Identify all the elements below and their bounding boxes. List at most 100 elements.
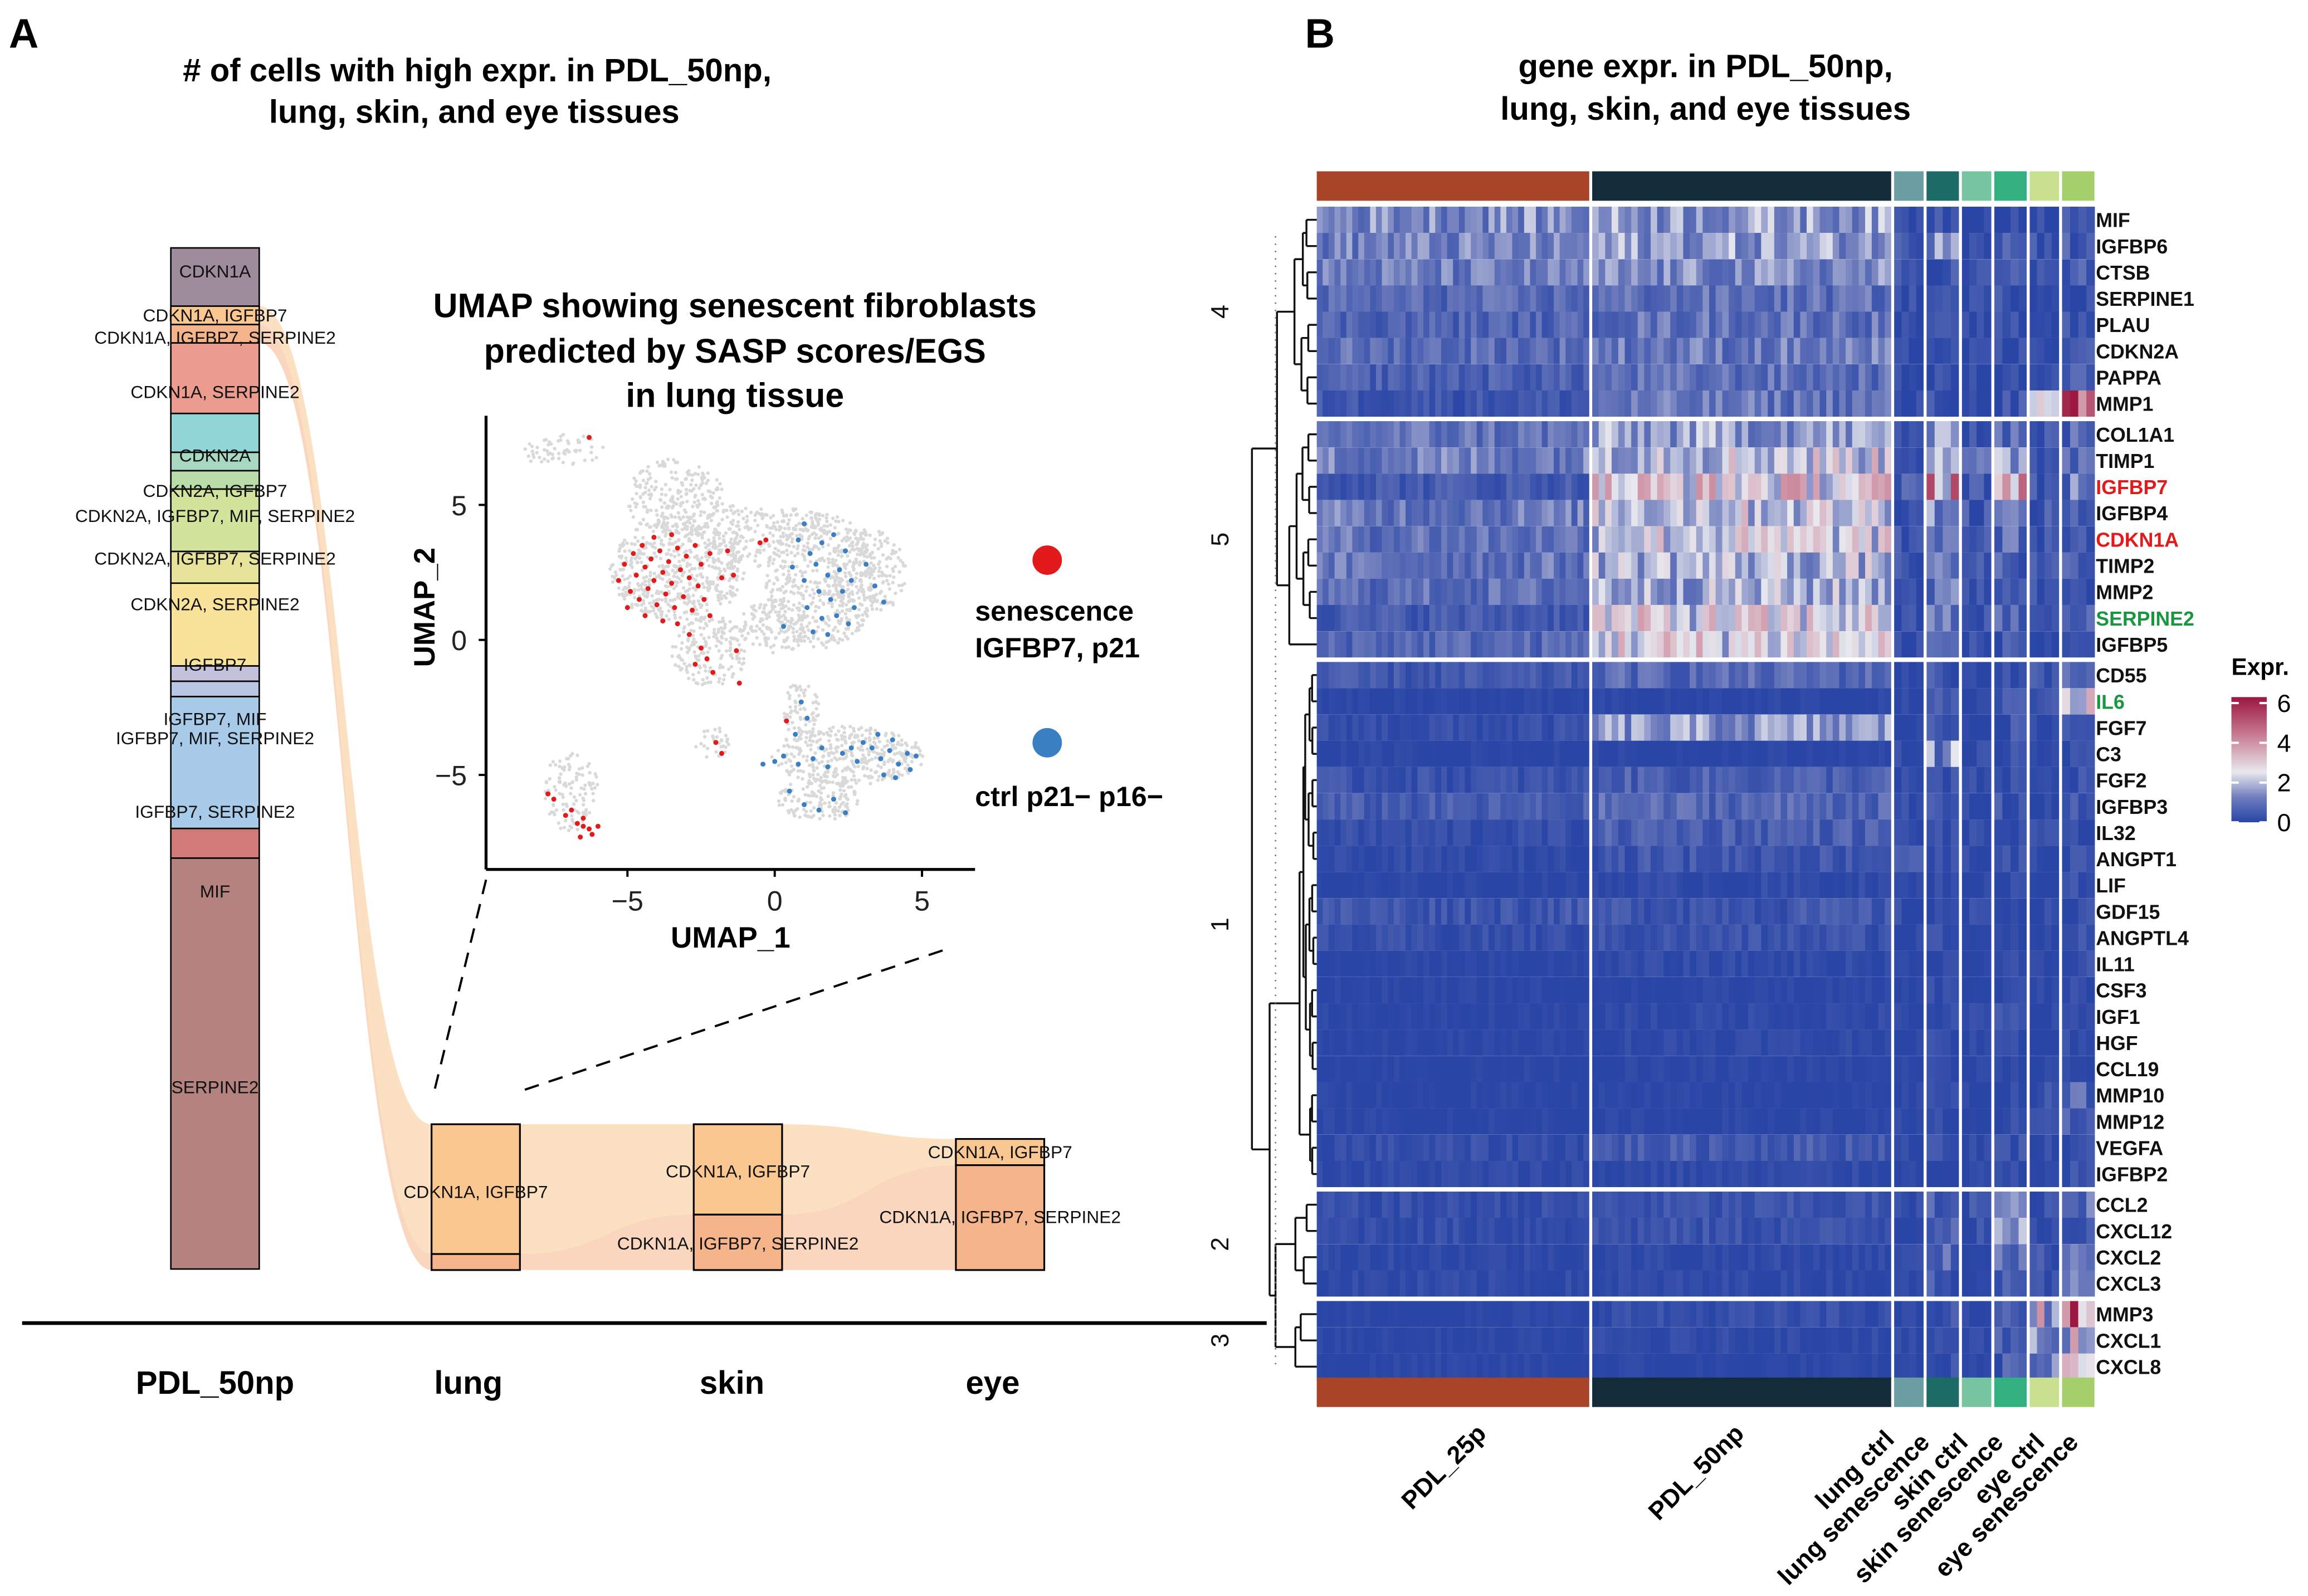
background-cell	[851, 599, 855, 603]
heatmap-cell-mif	[1832, 206, 1840, 233]
heatmap-cell-serpine1	[1624, 285, 1632, 312]
heatmap-cell-cdkn1a	[1530, 526, 1536, 553]
heatmap-cell-igfbp6	[1465, 233, 1471, 260]
background-cell	[601, 445, 605, 450]
heatmap-cell-col1a1	[1447, 421, 1454, 448]
background-cell	[707, 564, 711, 568]
senescent-point	[719, 750, 725, 756]
background-cell	[835, 608, 840, 613]
heatmap-cell-mmp2	[1411, 578, 1418, 605]
background-cell	[855, 616, 859, 619]
background-cell	[795, 629, 799, 633]
umap-x-tick-label: −5	[612, 886, 643, 917]
heatmap-cell-col1a1	[1352, 421, 1359, 448]
background-cell	[572, 795, 577, 799]
background-cell	[675, 525, 679, 529]
heatmap-cell-mmp1	[1961, 390, 1970, 417]
heatmap-cell-plau	[1435, 311, 1442, 338]
heatmap-cell-cdkn2a	[1800, 338, 1807, 364]
background-cell	[811, 739, 815, 743]
heatmap-cell-mmp2	[1657, 578, 1665, 605]
heatmap-cell-plau	[1554, 311, 1560, 338]
background-cell	[773, 546, 777, 550]
background-cell	[720, 636, 724, 640]
heatmap-cell-igfbp6	[1536, 233, 1543, 260]
background-cell	[901, 564, 906, 568]
background-cell	[782, 550, 785, 554]
ctrl-point	[798, 699, 804, 705]
heatmap-cell-pappa	[1536, 364, 1543, 391]
heatmap-cell-igfbp4	[1559, 500, 1567, 526]
heatmap-cell-timp1	[1316, 447, 1324, 474]
background-cell	[735, 588, 739, 592]
background-cell	[746, 631, 750, 636]
senescent-point	[616, 578, 621, 583]
heatmap-cell-pappa	[1447, 364, 1454, 391]
background-cell	[827, 601, 831, 605]
heatmap-cell-igfbp5	[1977, 631, 1985, 658]
heatmap-cell-igfbp5	[1494, 631, 1501, 658]
heatmap-cell-timp1	[1554, 447, 1560, 474]
heatmap-cell-timp1	[1916, 447, 1924, 474]
background-cell	[897, 570, 901, 574]
background-cell	[798, 715, 802, 720]
background-cell	[830, 634, 834, 638]
heatmap-cell-pappa	[1774, 364, 1782, 391]
flow-lung-to-skin-cdkn1a-igfbp7	[520, 1124, 694, 1255]
heatmap-cell-igfbp7	[1548, 474, 1554, 500]
background-cell	[670, 654, 674, 658]
umap-legend-senescence-line-2: IGFBP7, p21	[975, 632, 1140, 663]
background-cell	[843, 571, 847, 575]
heatmap-cell-igfbp5	[2086, 631, 2095, 658]
background-cell	[745, 519, 749, 523]
background-cell	[848, 544, 852, 548]
heatmap-cell-igfbp5	[1583, 631, 1590, 658]
heatmap-cell-serpine1	[2018, 285, 2027, 312]
heatmap-cell-mmp2	[1846, 578, 1853, 605]
heatmap-cell-mmp1	[1536, 390, 1543, 417]
background-cell	[728, 527, 732, 531]
heatmap-cell-igfbp5	[1839, 631, 1846, 658]
heatmap-cell-serpine1	[1334, 285, 1341, 312]
heatmap-cell-serpine1	[1375, 285, 1383, 312]
heatmap-cell-igfbp6	[1375, 233, 1383, 260]
heatmap-cell-igfbp7	[1846, 474, 1853, 500]
background-cell	[764, 585, 768, 589]
heatmap-cell-ctsb	[2037, 259, 2045, 286]
ctrl-point	[810, 629, 816, 635]
ctrl-point	[905, 750, 910, 756]
zoom-connector-right	[522, 949, 943, 1092]
background-cell	[834, 768, 838, 772]
heatmap-cell-mmp2	[1506, 578, 1513, 605]
heatmap-cell-igfbp4	[1554, 500, 1560, 526]
heatmap-cell-col1a1	[1605, 421, 1612, 448]
heatmap-cell-serpine1	[1819, 285, 1827, 312]
heatmap-cell-ctsb	[1961, 259, 1970, 286]
background-cell	[792, 768, 796, 772]
heatmap-cell-igfbp6	[1565, 233, 1572, 260]
background-cell	[574, 778, 578, 782]
heatmap-cell-serpine1	[1328, 285, 1335, 312]
heatmap-cell-serpine2	[1441, 604, 1448, 632]
heatmap-cell-igfbp4	[1657, 500, 1665, 526]
ctrl-point	[875, 731, 881, 737]
heatmap-cell-plau	[1571, 311, 1578, 338]
heatmap-cell-igfbp6	[1961, 233, 1970, 260]
background-cell	[848, 559, 852, 563]
stratum-eye-cdkn1a-igfbp7-serpine2	[955, 1164, 1046, 1271]
background-cell	[729, 642, 733, 646]
heatmap-cell-ctsb	[1565, 259, 1572, 286]
background-cell	[805, 785, 809, 789]
heatmap-cell-mmp2	[1994, 578, 2003, 605]
background-cell	[739, 554, 743, 559]
heatmap-cell-igfbp5	[1813, 631, 1821, 658]
background-cell	[760, 629, 764, 633]
heatmap-cell-serpine2	[1839, 604, 1846, 632]
background-cell	[592, 799, 596, 803]
heatmap-cell-mif	[1548, 206, 1554, 233]
background-cell	[629, 559, 633, 563]
background-cell	[548, 763, 552, 767]
background-cell	[707, 669, 711, 673]
heatmap-cell-timp1	[1423, 447, 1430, 474]
background-cell	[613, 570, 618, 574]
